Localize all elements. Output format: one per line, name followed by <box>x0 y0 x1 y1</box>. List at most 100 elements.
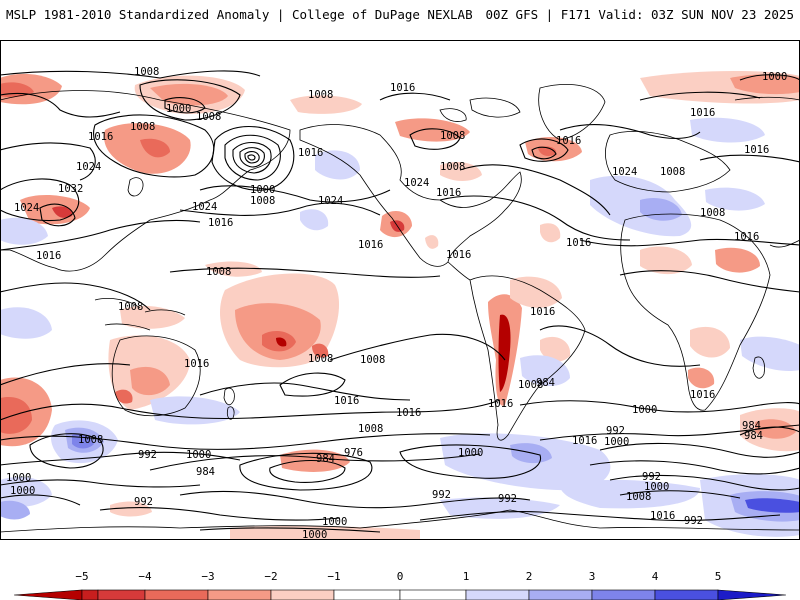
isobar <box>199 185 391 203</box>
anomaly-neg-region <box>640 246 692 275</box>
colorbar-tick-label: 5 <box>715 570 722 583</box>
isobar-label: 1016 <box>734 231 759 243</box>
isobar-label: 1008 <box>358 423 383 435</box>
coast-greenland <box>538 84 606 141</box>
coast-africa <box>620 213 771 411</box>
isobar-label: 1016 <box>530 306 555 318</box>
isobar <box>0 451 241 466</box>
isobar-label: 984 <box>316 453 335 465</box>
anomaly-neg-core <box>276 337 287 347</box>
anomaly-neg-core <box>755 419 796 439</box>
isobar <box>329 333 506 361</box>
isobar <box>149 453 481 471</box>
anomaly-pos-region <box>0 476 52 507</box>
isobar <box>531 146 557 160</box>
isobar-label: 1024 <box>318 195 343 207</box>
anomaly-neg-region <box>115 389 133 404</box>
isobar <box>589 460 800 475</box>
anomaly-neg-region <box>395 118 470 142</box>
anomaly-pos-region <box>0 500 30 520</box>
isobar-label: 1000 <box>762 71 787 83</box>
isobar-label: 992 <box>606 425 625 437</box>
isobar-label: 1016 <box>488 398 513 410</box>
isobar-labels: 1008 1016 1008 1016 1000 1000 1008 1016 … <box>6 66 787 540</box>
isobar-label: 1024 <box>76 161 101 173</box>
isobar <box>519 400 800 413</box>
isobar-label: 1016 <box>298 147 323 159</box>
isobar <box>269 460 346 483</box>
anomaly-neg-region <box>230 525 420 540</box>
isobar-label: 1016 <box>556 135 581 147</box>
anomaly-neg-region <box>290 95 362 114</box>
isobar-label: 1016 <box>208 217 233 229</box>
isobar-contours <box>0 70 800 533</box>
coast-madagascar <box>752 356 765 379</box>
anomaly-neg-core <box>140 138 170 158</box>
isobar-label: 1016 <box>334 395 359 407</box>
anomaly-pos-region <box>520 355 570 387</box>
isobar <box>232 141 272 174</box>
isobar-label: 1008 <box>134 66 159 78</box>
isobar <box>599 442 800 458</box>
isobar <box>399 444 542 479</box>
colorbar-swatch <box>97 589 146 600</box>
coast-japan <box>127 177 144 197</box>
colorbar-tick-label: −1 <box>327 570 340 583</box>
colorbar-swatch <box>81 589 99 600</box>
coast-south-america <box>469 275 586 441</box>
isobar <box>179 202 381 216</box>
isobar <box>224 134 281 181</box>
colorbar-swatch <box>591 589 656 600</box>
isobar <box>739 426 800 436</box>
anomaly-neg-core <box>52 206 73 218</box>
anomaly-pos-region <box>150 396 240 425</box>
isobar-label: 1016 <box>36 250 61 262</box>
isobar-label: 1008 <box>518 379 543 391</box>
isobar <box>179 490 531 509</box>
colorbar-tick-label: −2 <box>264 570 277 583</box>
isobar-label: 1000 <box>6 472 31 484</box>
isobar <box>0 399 501 421</box>
anomaly-neg-region <box>205 261 262 277</box>
colorbar-tick-label: 4 <box>652 570 659 583</box>
colorbar-swatch <box>399 589 467 600</box>
isobar <box>699 154 800 163</box>
anomaly-pos-region <box>705 187 765 211</box>
isobar <box>0 92 121 118</box>
anomaly-pos-region <box>690 117 765 143</box>
isobar <box>0 479 201 488</box>
anomaly-neg-region <box>150 83 228 106</box>
coast-australia <box>111 335 201 417</box>
isobar-label: 992 <box>432 489 451 501</box>
isobar <box>279 372 346 397</box>
anomaly-pos-region <box>740 336 800 372</box>
isobar <box>239 452 373 491</box>
isobar-label: 1000 <box>302 529 327 540</box>
anomaly-neg-region <box>690 326 730 358</box>
coast-asia <box>0 90 291 272</box>
anomaly-pos-region <box>560 479 700 509</box>
isobar <box>0 178 80 222</box>
colorbar: −5 −4 −3 −2 −1 0 1 2 3 4 5 <box>13 570 787 600</box>
isobar-label: 1008 <box>196 111 221 123</box>
coast-central-america <box>447 261 471 281</box>
anomaly-neg-region <box>715 247 760 273</box>
isobar-label: 1008 <box>700 207 725 219</box>
isobar <box>519 138 569 162</box>
anomaly-neg-region <box>120 305 185 329</box>
anomaly-neg-core <box>0 396 32 434</box>
isobar <box>93 114 215 178</box>
colorbar-tick-label: −3 <box>201 570 214 583</box>
colorbar-tick-label: 1 <box>463 570 470 583</box>
isobar-label: 1000 <box>322 516 347 528</box>
coast-antarctica <box>0 509 800 533</box>
isobar-label: 1016 <box>436 187 461 199</box>
anomaly-neg-region <box>540 336 571 362</box>
isobar-label: 1016 <box>566 237 591 249</box>
isobar-label: 1000 <box>604 436 629 448</box>
anomaly-map[interactable]: 1008 1016 1008 1016 1000 1000 1008 1016 … <box>0 40 800 540</box>
isobar <box>0 433 491 450</box>
isobar <box>559 124 701 139</box>
isobar-label: 1008 <box>206 266 231 278</box>
isobar-label: 1008 <box>78 434 103 446</box>
